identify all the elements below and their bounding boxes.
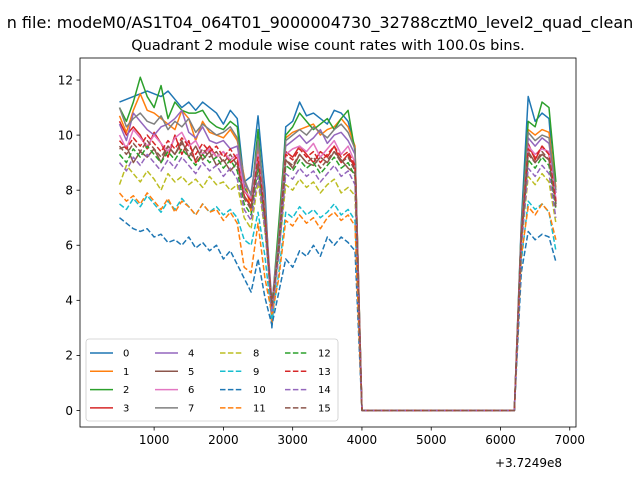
y-tick-label-8: 8 bbox=[65, 183, 73, 197]
y-tick-label-2: 2 bbox=[65, 349, 73, 363]
x-tick-label-4000: 4000 bbox=[347, 433, 378, 447]
legend-label-10: 10 bbox=[253, 385, 266, 396]
x-tick-label-3000: 3000 bbox=[277, 433, 308, 447]
x-tick-label-5000: 5000 bbox=[416, 433, 447, 447]
legend-label-12: 12 bbox=[318, 349, 331, 360]
figure-suptitle: n file: modeM0/AS1T04_064T01_9000004730_… bbox=[7, 13, 634, 33]
legend-label-5: 5 bbox=[188, 367, 194, 378]
legend-label-6: 6 bbox=[188, 385, 194, 396]
plot-frame bbox=[79, 57, 577, 428]
legend-label-8: 8 bbox=[253, 349, 259, 360]
series-group bbox=[118, 76, 557, 412]
y-tick-label-12: 12 bbox=[58, 73, 73, 87]
legend-label-11: 11 bbox=[253, 404, 266, 415]
y-tick-label-6: 6 bbox=[65, 239, 73, 253]
legend-label-0: 0 bbox=[123, 349, 129, 360]
legend-label-4: 4 bbox=[188, 349, 194, 360]
y-tick-label-0: 0 bbox=[65, 404, 73, 418]
legend-box bbox=[85, 338, 339, 422]
chart-title: Quadrant 2 module wise count rates with … bbox=[131, 38, 525, 54]
legend-label-15: 15 bbox=[318, 404, 331, 415]
legend-label-9: 9 bbox=[253, 367, 259, 378]
series-line-15 bbox=[118, 139, 557, 412]
legend-label-3: 3 bbox=[123, 404, 129, 415]
x-tick-label-6000: 6000 bbox=[485, 433, 516, 447]
x-axis-offset-label: +3.7249e8 bbox=[495, 456, 562, 470]
y-tick-label-4: 4 bbox=[65, 294, 73, 308]
y-tick-label-10: 10 bbox=[58, 128, 73, 142]
legend-label-14: 14 bbox=[318, 385, 331, 396]
legend-label-7: 7 bbox=[188, 404, 194, 415]
legend-label-13: 13 bbox=[318, 367, 331, 378]
legend-label-1: 1 bbox=[123, 367, 129, 378]
legend-label-2: 2 bbox=[123, 385, 129, 396]
x-tick-label-7000: 7000 bbox=[554, 433, 585, 447]
x-tick-label-2000: 2000 bbox=[208, 433, 239, 447]
series-line-11 bbox=[118, 192, 557, 412]
x-tick-label-1000: 1000 bbox=[139, 433, 170, 447]
